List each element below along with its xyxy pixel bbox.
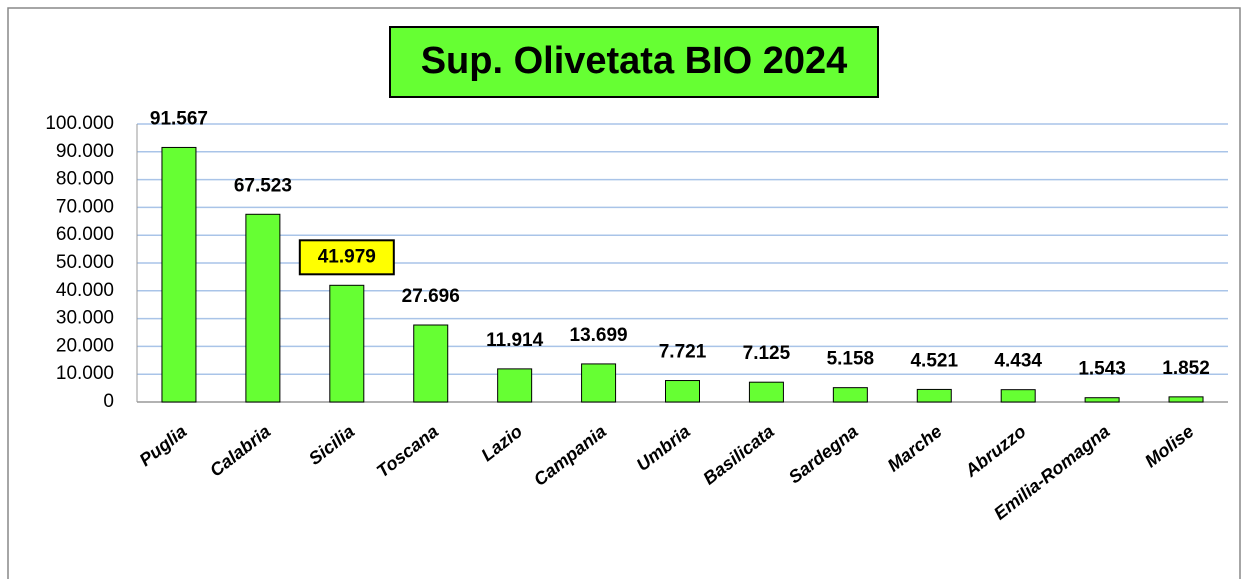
y-tick-label: 60.000	[56, 224, 114, 245]
bar	[245, 213, 281, 403]
bar	[748, 381, 784, 403]
bar	[665, 380, 700, 403]
bar	[1084, 397, 1120, 403]
y-tick-label: 80.000	[56, 169, 114, 190]
bar	[329, 284, 365, 403]
bar	[581, 363, 617, 403]
y-tick-label: 90.000	[56, 141, 114, 162]
y-tick-label: 100.000	[45, 113, 114, 134]
title-box	[389, 26, 879, 98]
value-label: 4.521	[910, 350, 958, 371]
value-label: 67.523	[234, 175, 292, 196]
bar	[1000, 389, 1036, 403]
value-label: 1.852	[1162, 358, 1210, 379]
bar	[1168, 396, 1204, 403]
highlight-box	[298, 239, 395, 276]
value-label: 27.696	[402, 286, 460, 307]
bar	[832, 387, 868, 403]
y-tick-label: 30.000	[56, 308, 114, 329]
value-label: 1.543	[1078, 359, 1126, 380]
y-tick-label: 70.000	[56, 196, 114, 217]
y-tick-label: 40.000	[56, 280, 114, 301]
value-label: 4.434	[994, 351, 1042, 372]
value-label: 91.567	[150, 108, 208, 129]
y-tick-label: 20.000	[56, 335, 114, 356]
y-tick-label: 50.000	[56, 252, 114, 273]
value-label: 13.699	[570, 325, 628, 346]
bar	[161, 146, 197, 403]
bar	[497, 368, 533, 403]
value-label: 41.979	[318, 246, 376, 267]
value-label: 7.125	[743, 343, 791, 364]
bar	[916, 388, 952, 403]
value-label: 7.721	[659, 342, 707, 363]
chart-border	[7, 7, 1241, 579]
y-tick-label: 10.000	[56, 363, 114, 384]
value-label: 5.158	[827, 349, 875, 370]
y-tick-label: 0	[103, 391, 114, 412]
value-label: 11.914	[486, 330, 543, 351]
bar	[413, 324, 449, 403]
chart-title: Sup. Olivetata BIO 2024	[421, 40, 848, 82]
